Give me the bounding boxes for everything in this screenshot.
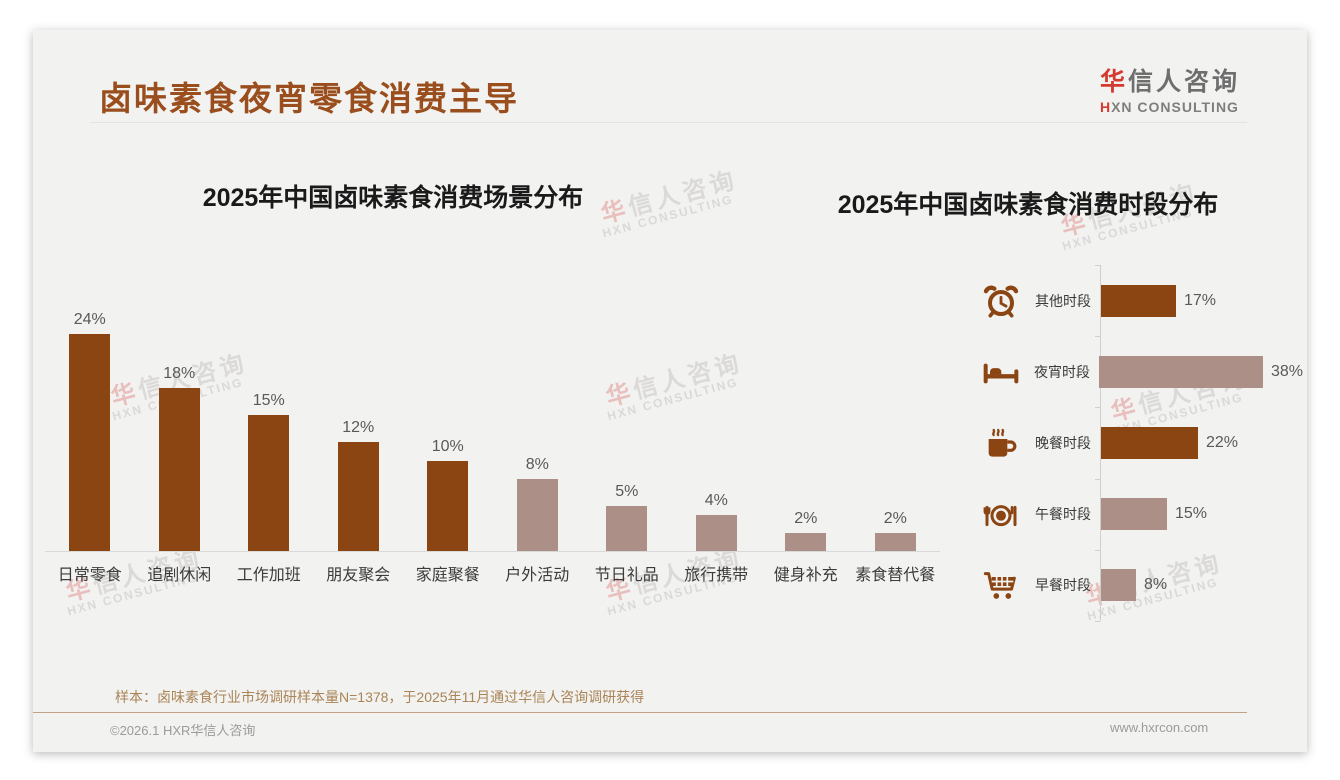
axis-tick [1095, 479, 1100, 480]
scene-bar-column: 2% [761, 510, 851, 551]
value-label: 8% [525, 456, 549, 473]
time-chart-rows: 其他时段 17% 夜宵时段 38% 晚餐时段 22% 午餐时段 15% 早餐时段 8% [948, 265, 1303, 621]
footer-copyright: ©2026.1 HXR华信人咨询 [110, 723, 256, 738]
value-label: 18% [163, 365, 196, 382]
bar [516, 479, 558, 551]
category-label: 追剧休闲 [147, 567, 212, 584]
category-label: 其他时段 [1035, 292, 1091, 309]
category-label: 早餐时段 [1035, 577, 1091, 594]
scene-chart-bars: 24% 18% 15% 12% 10% 8% 5% 4% 2% 2% [45, 311, 941, 552]
value-label: 12% [342, 419, 375, 436]
page-title: 卤味素食夜宵零食消费主导 [99, 80, 519, 117]
scene-bar-column: 15% [224, 392, 314, 551]
time-row: 晚餐时段 22% [948, 407, 1303, 478]
category-label: 朋友聚会 [326, 567, 391, 584]
category-label: 日常零食 [57, 567, 122, 584]
axis-tick [1095, 407, 1100, 408]
axis-tick [1095, 336, 1100, 337]
axis-tick [1095, 621, 1100, 622]
bar [337, 442, 379, 551]
value-label: 4% [704, 492, 728, 509]
bar [158, 388, 200, 551]
bar [695, 515, 737, 551]
value-label: 17% [1184, 291, 1217, 309]
footer-divider [33, 712, 1247, 713]
time-row: 午餐时段 15% [948, 479, 1303, 550]
dining-icon [979, 493, 1023, 535]
value-label: 15% [252, 392, 285, 409]
category-label: 健身补充 [773, 567, 838, 584]
bar [785, 533, 827, 551]
axis-tick [1095, 265, 1100, 266]
time-chart-title: 2025年中国卤味素食消费时段分布 [837, 191, 1219, 219]
scene-bar-column: 12% [314, 419, 404, 551]
category-label: 晚餐时段 [1035, 434, 1091, 451]
bar [1101, 426, 1198, 459]
bar [1098, 355, 1263, 388]
company-logo: 华信人咨询 HXN CONSULTING [1100, 62, 1240, 115]
scene-chart-title: 2025年中国卤味素食消费场景分布 [202, 184, 584, 212]
category-label: 午餐时段 [1035, 506, 1091, 523]
category-label: 夜宵时段 [1034, 363, 1091, 380]
sample-note: 样本：卤味素食行业市场调研样本量N=1378，于2025年11月通过华信人咨询调… [115, 689, 645, 705]
logo-english-text: HXN CONSULTING [1099, 99, 1239, 115]
scene-bar-column: 5% [582, 483, 672, 551]
scene-chart-labels: 日常零食 追剧休闲 工作加班 朋友聚会 家庭聚餐 户外活动 节日礼品 旅行携带 健身补充 素食替代… [45, 561, 940, 585]
time-row: 其他时段 17% [948, 265, 1303, 336]
bar [69, 334, 111, 551]
axis-tick [1095, 550, 1100, 551]
coffee-icon [979, 422, 1023, 464]
scene-bar-column: 10% [403, 438, 493, 551]
value-label: 38% [1270, 362, 1303, 380]
scene-bar-column: 24% [45, 311, 135, 551]
scene-bar-column: 4% [672, 492, 762, 551]
value-label: 5% [615, 483, 639, 500]
value-label: 24% [73, 311, 106, 328]
category-label: 家庭聚餐 [415, 567, 480, 584]
category-label: 素食替代餐 [855, 567, 936, 584]
category-label: 工作加班 [236, 567, 301, 584]
bar [1101, 569, 1136, 602]
bar [606, 506, 648, 551]
bar [427, 461, 469, 551]
time-chart-axis [1095, 265, 1101, 622]
value-label: 2% [883, 510, 907, 527]
time-row: 早餐时段 8% [948, 550, 1303, 621]
value-label: 2% [794, 510, 818, 527]
scene-bar-column: 2% [851, 510, 941, 551]
value-label: 10% [431, 438, 464, 455]
bar [1101, 498, 1167, 531]
time-chart: 其他时段 17% 夜宵时段 38% 晚餐时段 22% 午餐时段 15% 早餐时段 8% [948, 265, 1303, 622]
bar [248, 415, 290, 551]
category-label: 旅行携带 [684, 567, 749, 584]
footer-website: www.hxrcon.com [1110, 720, 1209, 735]
report-slide: 华信人咨询 HXN CONSULTING 华信人咨询 HXN CONSULTING 华信… [33, 30, 1307, 752]
value-label: 8% [1144, 576, 1168, 594]
value-label: 15% [1175, 505, 1208, 523]
logo-chinese-text: 华信人咨询 [1099, 68, 1240, 96]
scene-bar-column: 8% [493, 456, 583, 551]
value-label: 22% [1206, 433, 1239, 451]
scene-bar-column: 18% [135, 365, 225, 551]
bed-icon [979, 351, 1022, 393]
cart-icon [979, 564, 1023, 606]
header-divider [90, 122, 1247, 123]
bar [874, 533, 916, 551]
category-label: 节日礼品 [594, 567, 659, 584]
category-label: 户外活动 [505, 567, 570, 584]
alarm-clock-icon [979, 280, 1023, 322]
time-row: 夜宵时段 38% [948, 336, 1303, 407]
bar [1101, 284, 1176, 317]
